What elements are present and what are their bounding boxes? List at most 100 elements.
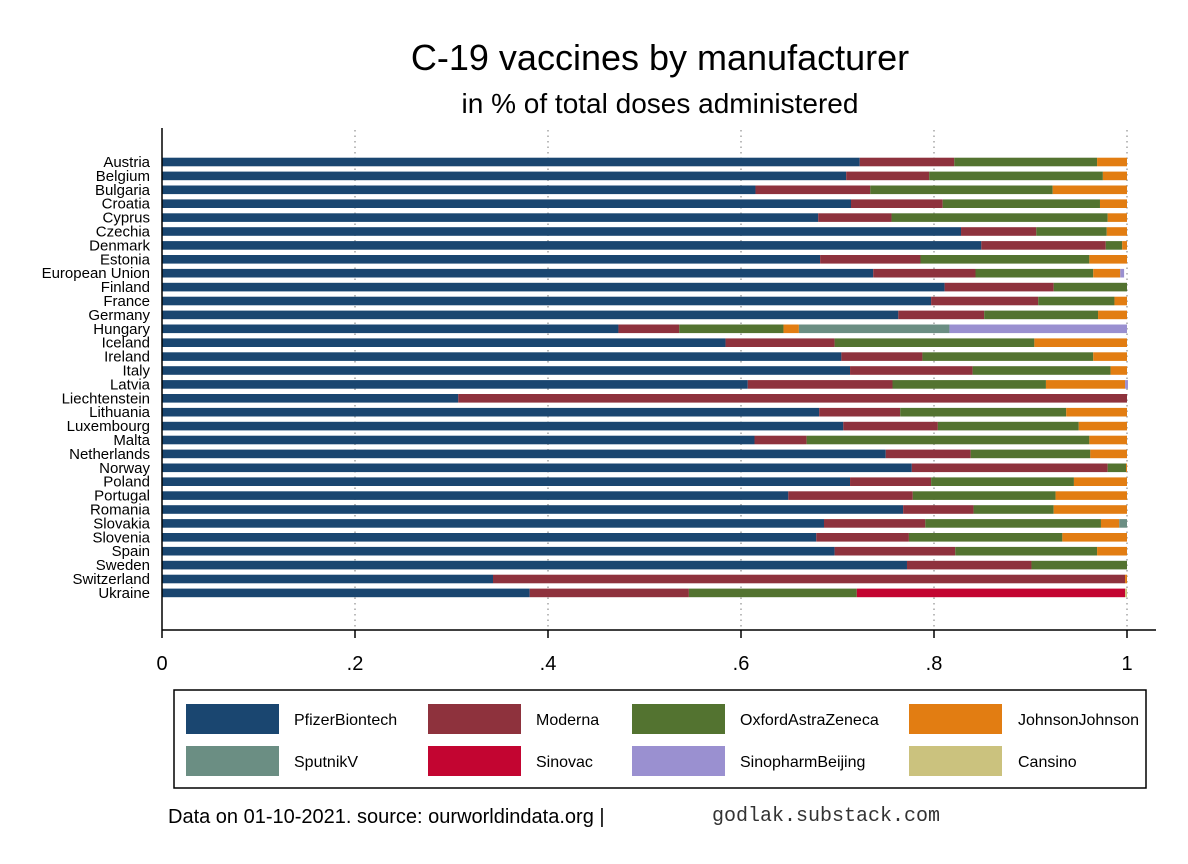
bar-segment xyxy=(1038,296,1115,306)
bar-segment xyxy=(818,213,892,222)
bar-segment xyxy=(679,324,784,334)
category-label: Ukraine xyxy=(98,585,150,602)
bar-segment xyxy=(1053,505,1127,514)
legend-swatch xyxy=(632,704,725,734)
legend-label: SputnikV xyxy=(294,754,358,771)
category-label: Portugal xyxy=(94,488,150,505)
bar-segment xyxy=(1036,227,1107,236)
bar-segment xyxy=(823,519,926,528)
bar-segment xyxy=(931,296,1039,306)
bar-segment xyxy=(1053,282,1127,292)
bar-segment xyxy=(955,546,1098,556)
bar-segment xyxy=(1066,407,1127,417)
category-label: Spain xyxy=(112,543,150,560)
bar-segment xyxy=(162,519,824,528)
bar-segment xyxy=(885,449,971,459)
bar-segment xyxy=(898,310,985,320)
bar-segment xyxy=(954,157,1098,167)
bar-segment xyxy=(798,324,950,334)
bar-segment xyxy=(1099,199,1127,208)
category-label: Germany xyxy=(88,307,150,324)
legend-label: JohnsonJohnson xyxy=(1018,712,1139,729)
bar-segment xyxy=(162,505,904,514)
category-label: European Union xyxy=(42,265,150,282)
bar-segment xyxy=(162,449,886,459)
bar-segment xyxy=(900,407,1067,417)
legend-label: Moderna xyxy=(536,712,599,729)
legend-swatch xyxy=(428,746,521,776)
bar-segment xyxy=(937,421,1079,431)
bar-segment xyxy=(834,546,956,556)
category-label: Malta xyxy=(113,432,150,449)
bar-segment xyxy=(162,463,912,473)
legend-label: OxfordAstraZeneca xyxy=(740,712,879,729)
bar-segment xyxy=(1125,574,1127,584)
bar-segment xyxy=(820,255,921,264)
footnote-source: Data on 01-10-2021. source: ourworldinda… xyxy=(168,806,605,828)
category-label: Austria xyxy=(103,154,150,171)
category-label: Netherlands xyxy=(69,446,150,463)
bar-segment xyxy=(1031,560,1127,570)
bar-segment xyxy=(162,421,844,431)
bar-segment xyxy=(162,380,748,389)
category-label: Cyprus xyxy=(102,210,150,227)
bar-segment xyxy=(903,505,974,514)
bar-segment xyxy=(162,241,982,250)
bar-segment xyxy=(859,157,955,167)
bar-segment xyxy=(162,366,851,375)
bar-segment xyxy=(1073,477,1127,486)
category-label: Switzerland xyxy=(72,571,150,588)
x-axis-ticks: 0 .2 .4 .6 .8 1 xyxy=(156,630,1133,675)
bar-segment xyxy=(162,213,819,222)
category-label: Czechia xyxy=(96,224,151,241)
bar-segment xyxy=(162,199,852,208)
bar-segment xyxy=(929,171,1103,181)
category-labels: AustriaBelgiumBulgariaCroatiaCyprusCzech… xyxy=(42,154,151,602)
bar-segment xyxy=(1090,449,1127,459)
footnote-site: godlak.substack.com xyxy=(712,805,940,828)
legend-box xyxy=(173,689,1147,789)
bar-segment xyxy=(892,380,1046,389)
bar-segment xyxy=(162,560,907,570)
category-label: Finland xyxy=(101,279,150,296)
bar-segment xyxy=(850,477,932,486)
category-label: Romania xyxy=(90,502,151,519)
bar-segment xyxy=(458,394,1127,403)
bar-segment xyxy=(162,352,842,361)
bar-segment xyxy=(891,213,1108,222)
bar-segment xyxy=(819,407,901,417)
bar-segment xyxy=(747,380,893,389)
category-label: Hungary xyxy=(93,321,150,338)
bar-segment xyxy=(973,505,1054,514)
bar-segment xyxy=(925,519,1101,528)
bar-segment xyxy=(162,185,756,195)
bar-segment xyxy=(856,588,1126,598)
bar-segment xyxy=(843,421,938,431)
bar-segment xyxy=(922,352,1094,361)
bar-segment xyxy=(162,171,847,181)
bar-segment xyxy=(834,338,1035,347)
bar-segment xyxy=(906,560,1032,570)
category-label: Bulgaria xyxy=(95,182,151,199)
bar-segment xyxy=(725,338,835,347)
bar-segment xyxy=(942,199,1100,208)
legend-swatch xyxy=(632,746,725,776)
legend-label: Sinovac xyxy=(536,754,593,771)
bar-segment xyxy=(949,324,1127,334)
bar-segment xyxy=(873,268,976,278)
bar-segment xyxy=(806,435,1090,445)
bar-segment xyxy=(788,491,913,500)
category-label: Ireland xyxy=(104,349,150,366)
bar-segment xyxy=(908,533,1063,542)
x-tick-label: .2 xyxy=(347,653,364,675)
bar-segment xyxy=(1106,227,1127,236)
bar-segment xyxy=(1052,185,1127,195)
bar-segment xyxy=(1105,241,1123,250)
bar-segment xyxy=(162,255,821,264)
bar-segment xyxy=(162,157,860,167)
bar-segment xyxy=(870,185,1053,195)
bar-segment xyxy=(1034,338,1127,347)
bar-segment xyxy=(911,463,1108,473)
bar-segment xyxy=(162,282,945,292)
bar-segment xyxy=(1098,310,1127,320)
